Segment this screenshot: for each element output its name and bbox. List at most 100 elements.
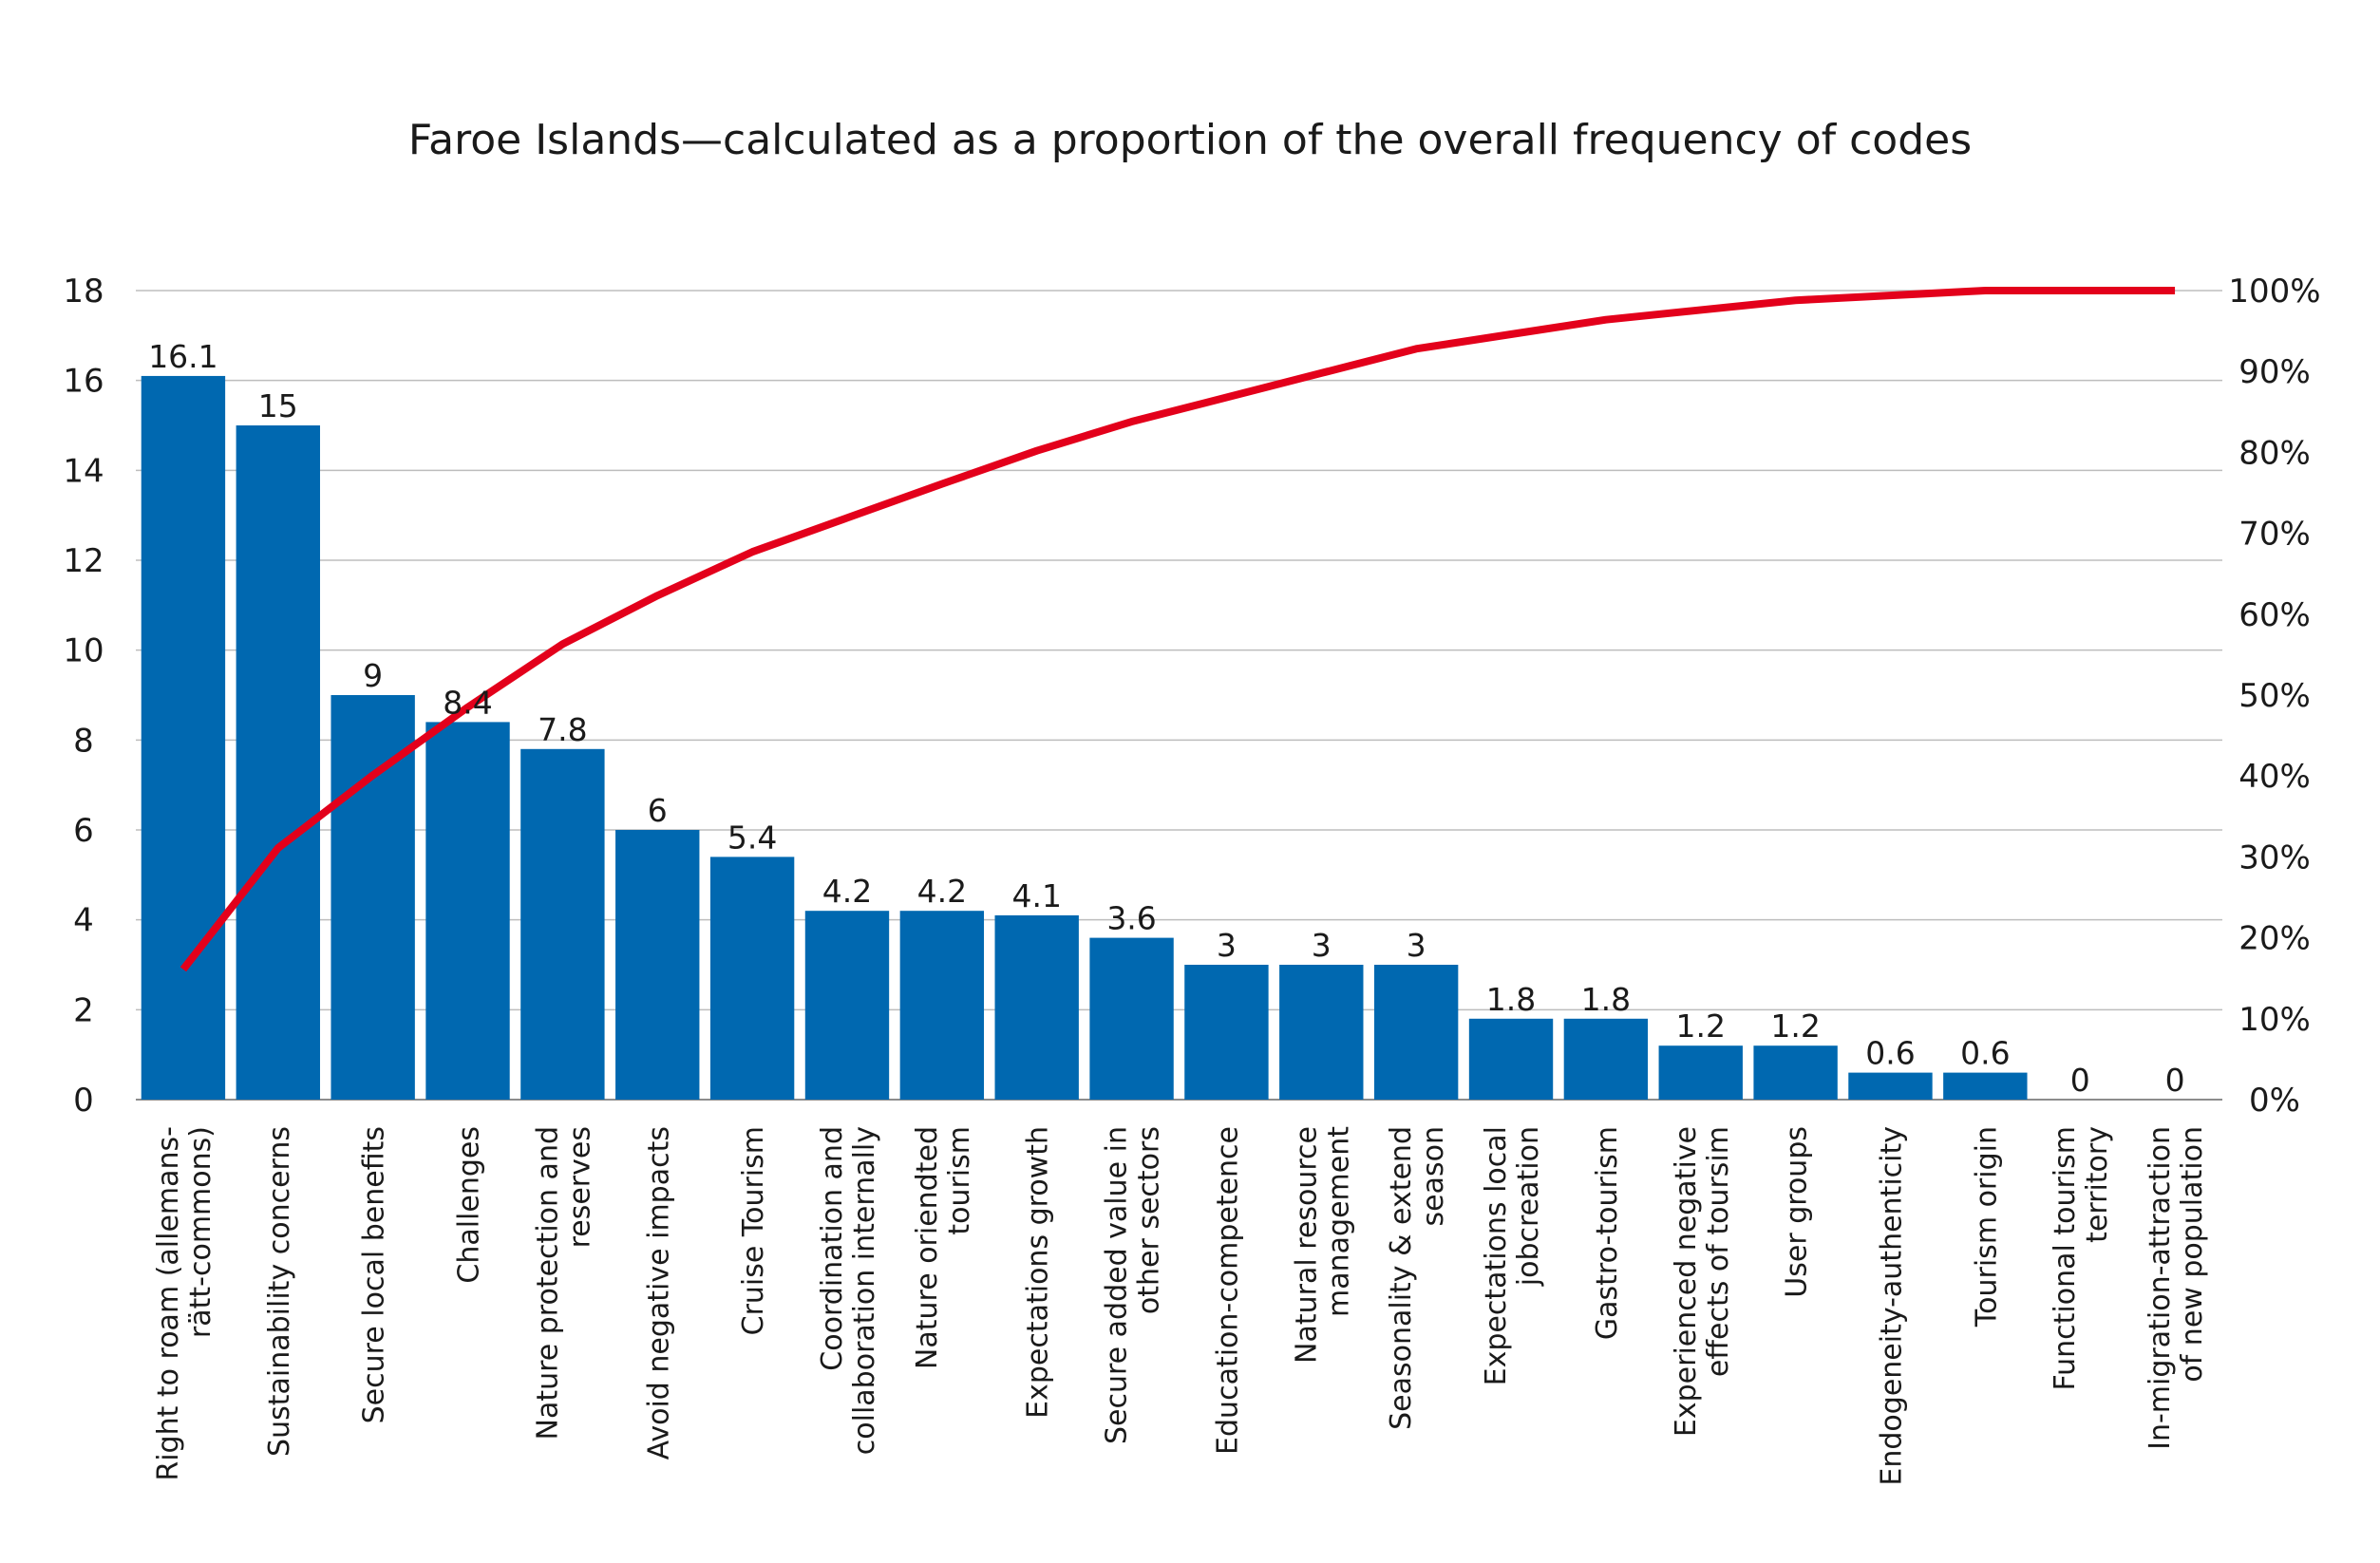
bar-value-labels: 16.1 15 9 8.4 7.8 6 5.4 4.2 4.2 4.1 3.6 3 3 3 1.8 1.8 1.… <box>148 338 2184 1099</box>
y2-tick-label: 100% <box>2228 273 2320 311</box>
bar <box>1279 965 1364 1100</box>
y2-tick-label: 50% <box>2238 677 2311 715</box>
bar-value-label: 4.2 <box>822 873 872 910</box>
category-label: Challenges <box>453 1126 486 1284</box>
category-label: Endogeneity-authenticity <box>1875 1126 1908 1486</box>
category-label-line: Nature protection and <box>531 1126 564 1441</box>
category-label-line: season <box>1417 1126 1450 1226</box>
category-label-line: Gastro-tourism <box>1591 1126 1624 1340</box>
bar <box>236 425 320 1100</box>
category-label: Gastro-tourism <box>1591 1126 1624 1340</box>
bar <box>1468 1018 1554 1100</box>
category-label-line: User groups <box>1781 1126 1814 1298</box>
category-label: Tourism origin <box>1970 1126 2003 1328</box>
category-label-line: reserves <box>563 1126 596 1248</box>
bar <box>709 857 795 1100</box>
bar <box>141 375 226 1100</box>
bar-value-label: 6 <box>648 792 668 829</box>
bar-value-label: 0.6 <box>1865 1035 1915 1072</box>
bar <box>1658 1045 1743 1100</box>
category-label-line: Coordination and <box>816 1126 849 1371</box>
y-tick-label: 2 <box>73 991 94 1029</box>
category-label-line: Functional tourism <box>2049 1126 2082 1391</box>
category-label-line: effects of toursim <box>1702 1126 1735 1377</box>
cumulative-line <box>179 287 2176 972</box>
category-label-line: management <box>1322 1126 1355 1317</box>
category-label-line: Nature oriendted <box>911 1126 944 1369</box>
bar-value-label: 1.2 <box>1676 1007 1726 1045</box>
bar <box>994 914 1079 1100</box>
bar-value-label: 0.6 <box>1960 1035 2010 1072</box>
y2-tick-label: 70% <box>2238 516 2311 554</box>
category-label: Expectations localjobcreation <box>1480 1126 1545 1385</box>
category-label-line: Expectations local <box>1480 1126 1513 1385</box>
category-label: Functional tourismterritory <box>2049 1126 2114 1391</box>
category-label: Cruise Tourism <box>737 1126 770 1335</box>
category-label: Nature oriendtedtourism <box>911 1126 976 1369</box>
category-label: Secure local benefits <box>358 1126 391 1423</box>
bar-value-label: 5.4 <box>727 819 777 856</box>
y-axis-left: 0 2 4 6 8 10 12 14 16 18 <box>63 273 104 1120</box>
bar-value-label: 3 <box>1407 927 1426 964</box>
category-label: Natural resourcemanagement <box>1290 1126 1355 1364</box>
category-label: Experienced negativeeffects of toursim <box>1670 1126 1735 1437</box>
category-label-line: Right to roam (allemans- <box>152 1126 185 1481</box>
category-label-line: of new population <box>2176 1126 2209 1383</box>
category-label: Secure added value inother sectors <box>1101 1126 1166 1444</box>
category-labels: Right to roam (allemans-rätt-commons) Sus… <box>152 1126 2209 1486</box>
category-label-line: Expectations growth <box>1022 1126 1055 1419</box>
bar-value-label: 9 <box>363 657 383 694</box>
bar-value-label: 8.4 <box>443 684 492 721</box>
y-tick-label: 16 <box>63 363 104 401</box>
category-label-line: Secure added value in <box>1101 1126 1134 1444</box>
category-label: User groups <box>1781 1126 1814 1298</box>
y2-tick-label: 0% <box>2249 1082 2300 1120</box>
bar <box>1563 1018 1649 1100</box>
bar <box>331 695 415 1100</box>
category-label-line: Sustainability concerns <box>263 1126 296 1457</box>
category-label-line: In-migration-attraction <box>2144 1126 2177 1450</box>
category-label: Seasonality & extendseason <box>1385 1126 1450 1430</box>
bar-value-label: 4.1 <box>1011 877 1061 914</box>
bar <box>1848 1072 1933 1100</box>
y-tick-label: 8 <box>73 722 94 760</box>
category-label: Avoid negative impacts <box>642 1126 675 1459</box>
bars <box>141 375 2028 1100</box>
bar-value-label: 0 <box>2165 1062 2185 1099</box>
category-label: Nature protection andreserves <box>531 1126 596 1441</box>
y-tick-label: 14 <box>63 452 104 490</box>
y-tick-label: 10 <box>63 632 104 670</box>
category-label: Expectations growth <box>1022 1126 1055 1419</box>
bar-value-label: 16.1 <box>148 338 217 375</box>
category-label-line: Seasonality & extend <box>1385 1126 1418 1430</box>
bar-value-label: 3 <box>1312 927 1332 964</box>
category-label: Right to roam (allemans-rätt-commons) <box>152 1126 217 1481</box>
category-label-line: Secure local benefits <box>358 1126 391 1423</box>
bar <box>425 722 510 1100</box>
category-label-line: Endogeneity-authenticity <box>1875 1126 1908 1486</box>
bar <box>1753 1045 1838 1100</box>
y2-tick-label: 40% <box>2238 758 2311 796</box>
y-tick-label: 0 <box>73 1082 94 1120</box>
y2-tick-label: 90% <box>2238 353 2311 391</box>
category-label: Sustainability concerns <box>263 1126 296 1457</box>
category-label-line: Experienced negative <box>1670 1126 1703 1437</box>
bar <box>1943 1072 2028 1100</box>
category-label-line: Natural resource <box>1290 1126 1323 1364</box>
y2-tick-label: 20% <box>2238 920 2311 958</box>
category-label-line: Avoid negative impacts <box>642 1126 675 1459</box>
bar-value-label: 1.2 <box>1770 1007 1820 1045</box>
y2-tick-label: 30% <box>2238 838 2311 876</box>
category-label: Coordination andcollaboration internally <box>816 1126 881 1455</box>
y-axis-right: 0% 10% 20% 30% 40% 50% 60% 70% 80% 90% 100% <box>2228 273 2320 1120</box>
bar <box>615 830 700 1100</box>
y-tick-label: 12 <box>63 542 104 580</box>
category-label: Education-competence <box>1211 1126 1244 1455</box>
bar <box>899 911 985 1100</box>
chart-title: Faroe Islands—calculated as a proportion… <box>408 116 1972 164</box>
bar-value-label: 3 <box>1217 927 1237 964</box>
category-label-line: tourism <box>943 1126 976 1235</box>
y-tick-label: 18 <box>63 273 104 311</box>
